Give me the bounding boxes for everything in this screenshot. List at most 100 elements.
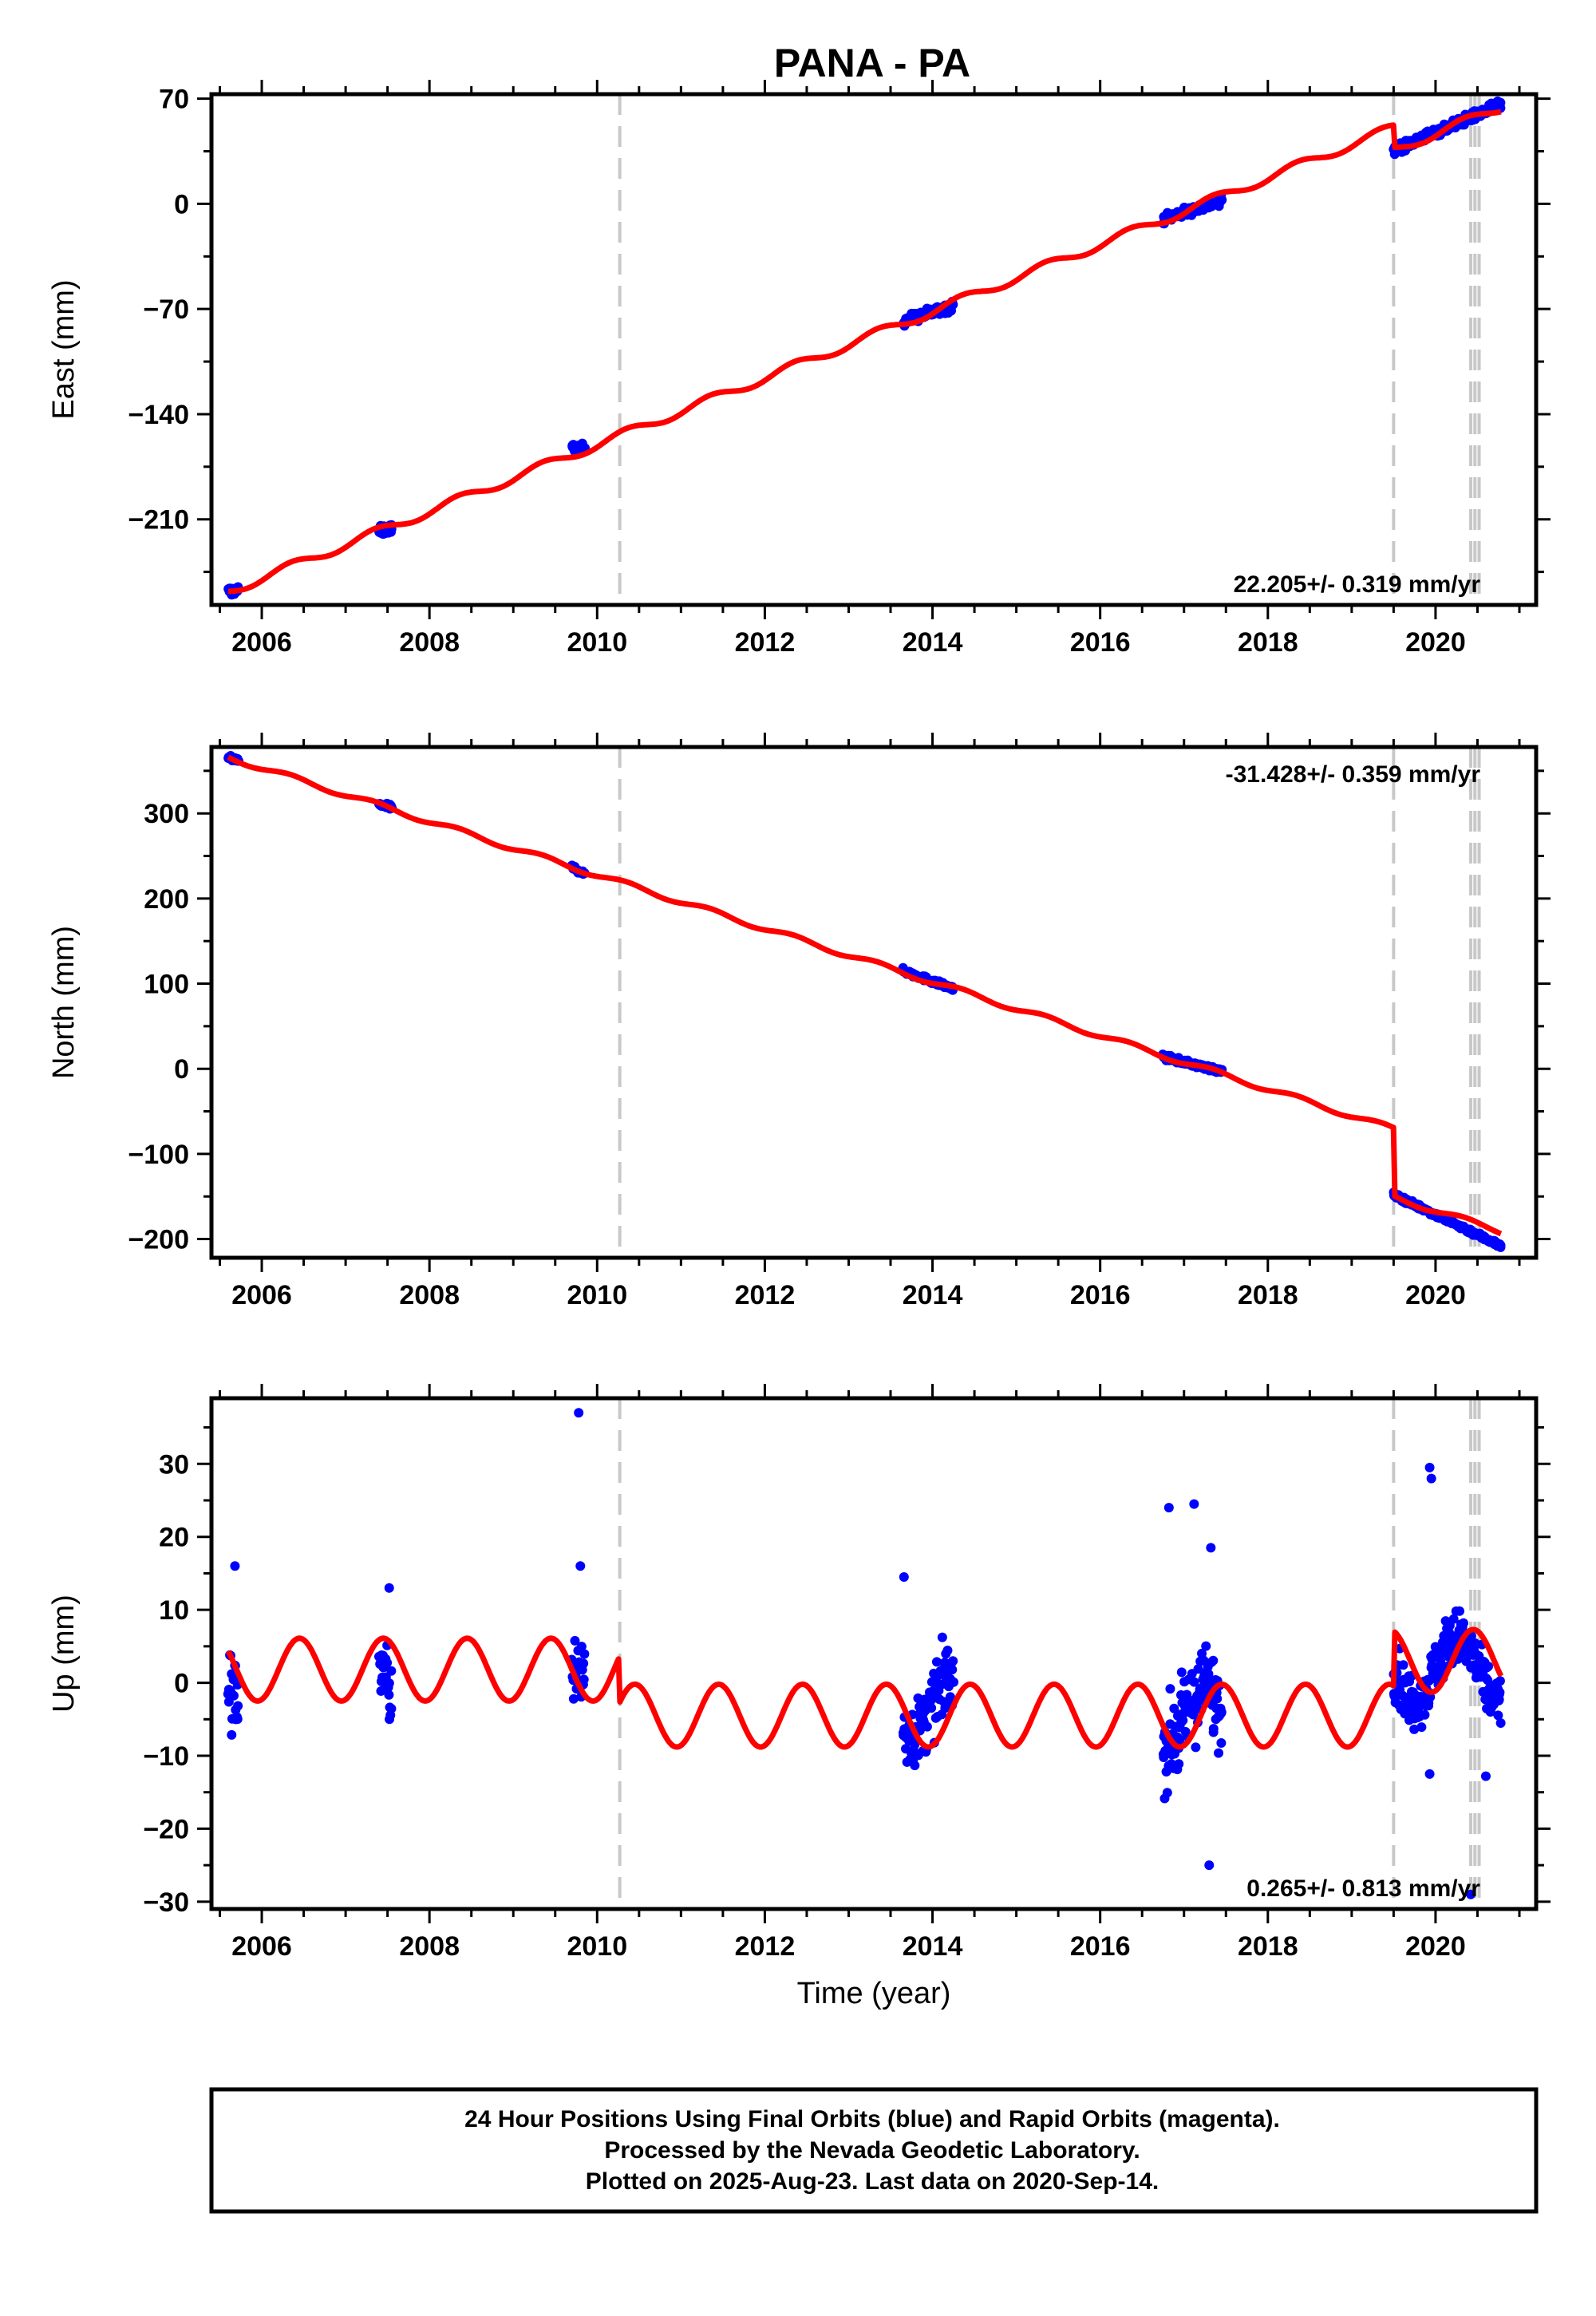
data-point — [1217, 195, 1227, 205]
data-point — [1165, 1684, 1175, 1694]
data-point — [1214, 1748, 1224, 1758]
data-point — [937, 1632, 947, 1642]
footer-line-plotted: Plotted on 2025-Aug-23. Last data on 202… — [586, 2168, 1159, 2195]
plot-frame — [209, 1396, 1539, 1911]
data-point — [947, 1665, 958, 1675]
y-tick-label: −140 — [128, 400, 189, 430]
x-tick-label: 2020 — [1405, 627, 1466, 658]
data-point-outlier — [574, 1408, 584, 1418]
y-tick-label: 200 — [144, 884, 189, 915]
y-tick-label: −200 — [128, 1225, 189, 1255]
x-tick-label: 2020 — [1405, 1931, 1466, 1962]
plot-frame — [209, 745, 1539, 1260]
x-tick-label: 2012 — [735, 1280, 796, 1310]
data-point — [1162, 1788, 1172, 1798]
data-point — [1191, 1742, 1201, 1753]
data-point — [1420, 1709, 1430, 1720]
data-point — [922, 1721, 932, 1732]
data-point — [949, 1677, 959, 1687]
data-point — [1455, 1606, 1465, 1616]
data-point — [384, 1690, 394, 1700]
data-point — [228, 1690, 239, 1701]
x-tick-label: 2010 — [567, 1280, 627, 1310]
plot-frame — [209, 92, 1539, 607]
y-tick-label: −30 — [143, 1887, 189, 1918]
data-point — [942, 1646, 953, 1656]
y-tick-label: −210 — [128, 505, 189, 536]
data-point — [579, 1649, 590, 1659]
north-panel: 2006 2008 2010 2012 2014 2016 2018 2020 −200 −100… — [47, 733, 1551, 1310]
data-point — [1208, 1655, 1219, 1666]
footer-frame — [209, 2087, 1539, 2214]
footer-box: 24 Hour Positions Using Final Orbits (bl… — [209, 2087, 1539, 2214]
x-tick-label: 2010 — [567, 627, 627, 658]
x-tick-label: 2012 — [735, 1931, 796, 1962]
data-point — [1409, 1724, 1420, 1734]
data-point — [1457, 1648, 1468, 1658]
y-tick-label: −20 — [143, 1814, 189, 1844]
data-point — [1495, 1676, 1505, 1686]
data-point — [1176, 1667, 1187, 1678]
x-tick-label: 2008 — [399, 1931, 460, 1962]
data-point — [1208, 1724, 1219, 1734]
data-point-outlier — [384, 1583, 394, 1593]
y-tick-label: 70 — [159, 85, 189, 115]
y-tick-label: −70 — [143, 294, 189, 325]
data-point — [1174, 1759, 1184, 1769]
data-point — [1178, 1715, 1188, 1725]
model-fit-line — [227, 754, 1503, 1237]
x-tick-label: 2012 — [735, 627, 796, 658]
data-point-outlier — [1424, 1462, 1435, 1472]
data-point — [1458, 1618, 1468, 1628]
y-axis-label: North (mm) — [47, 926, 81, 1079]
x-tick-label: 2018 — [1238, 627, 1298, 658]
data-point — [1201, 1641, 1211, 1651]
up-panel: 2006 2008 2010 2012 2014 2016 2018 2020−30−20−1… — [47, 1384, 1551, 2010]
y-tick-label: −100 — [128, 1140, 189, 1170]
footer-line-processed: Processed by the Nevada Geodetic Laborat… — [604, 2137, 1140, 2164]
x-tick-label: 2016 — [1070, 627, 1131, 658]
x-tick-label: 2008 — [399, 627, 460, 658]
data-point — [1416, 1722, 1427, 1733]
x-tick-label: 2016 — [1070, 1931, 1131, 1962]
data-point — [233, 1701, 243, 1711]
data-point — [570, 1635, 580, 1646]
data-point — [910, 1761, 920, 1771]
data-point-outlier — [1480, 1771, 1491, 1781]
east-panel: 2006 2008 2010 2012 2014 2016 2018 2020 −210 −140… — [47, 80, 1551, 658]
y-tick-label: 0 — [174, 1669, 189, 1699]
data-point — [1448, 1614, 1459, 1624]
data-point-outlier — [1424, 1769, 1435, 1779]
rate-annotation: 22.205+/- 0.319 mm/yr — [1234, 571, 1481, 598]
x-tick-label: 2020 — [1405, 1280, 1466, 1310]
y-tick-label: 20 — [159, 1523, 189, 1553]
data-points — [223, 750, 1506, 1252]
x-tick-label: 2010 — [567, 1931, 627, 1962]
data-point — [1493, 1710, 1503, 1721]
y-tick-label: 300 — [144, 799, 189, 829]
data-point — [1193, 1664, 1203, 1674]
data-point-outlier — [1204, 1860, 1215, 1871]
y-tick-label: −10 — [143, 1741, 189, 1772]
x-tick-label: 2018 — [1238, 1280, 1298, 1310]
data-point — [232, 1714, 243, 1725]
y-tick-label: 100 — [144, 970, 189, 1000]
x-tick-label: 2014 — [903, 1280, 963, 1310]
x-tick-label: 2006 — [231, 627, 292, 658]
y-tick-label: 10 — [159, 1595, 189, 1626]
data-point — [1212, 1694, 1223, 1704]
data-point — [384, 1678, 394, 1689]
data-point-outlier — [1466, 1889, 1476, 1899]
y-axis-label: Up (mm) — [47, 1595, 81, 1713]
x-tick-label: 2016 — [1070, 1280, 1131, 1310]
data-point — [1495, 1242, 1506, 1252]
data-point-outlier — [1426, 1473, 1436, 1484]
rate-annotation: 0.265+/- 0.813 mm/yr — [1246, 1875, 1480, 1902]
figure-title: PANA - PA — [774, 41, 970, 85]
data-point-outlier — [575, 1561, 586, 1571]
y-axis-label: East (mm) — [47, 279, 81, 419]
data-point — [579, 1674, 589, 1685]
data-point — [926, 1703, 937, 1713]
model-fit-line — [227, 109, 1503, 595]
y-tick-label: 30 — [159, 1449, 189, 1480]
